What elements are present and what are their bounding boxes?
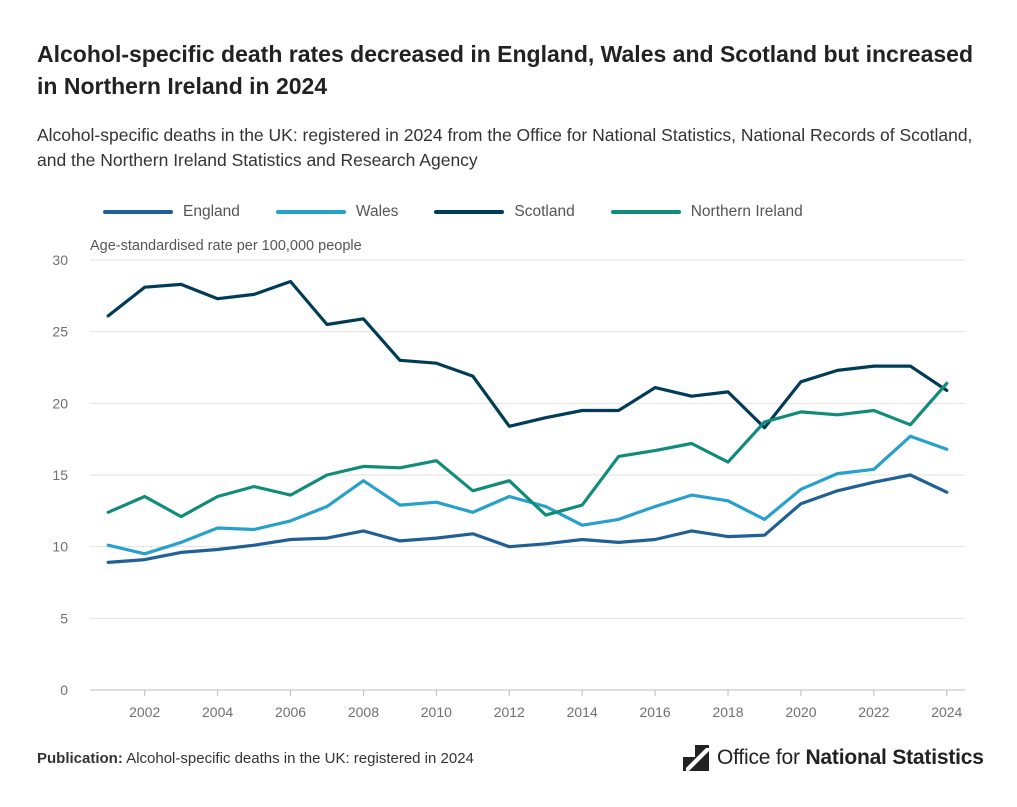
chart-subtitle: Alcohol-specific deaths in the UK: regis… (37, 125, 973, 170)
legend-item-scotland[interactable]: Scotland (434, 203, 575, 221)
legend-swatch (275, 210, 346, 214)
legend-label: England (183, 203, 240, 220)
publication-title[interactable]: Alcohol-specific deaths in the UK: regis… (126, 750, 474, 767)
legend-item-wales[interactable]: Wales (275, 203, 399, 221)
x-tick-label: 2020 (785, 704, 816, 720)
y-tick-label: 0 (60, 682, 68, 698)
x-tick-label: 2002 (129, 704, 160, 720)
legend-swatch (610, 210, 681, 214)
x-tick-label: 2006 (275, 704, 306, 720)
legend-item-england[interactable]: England (103, 203, 240, 221)
x-tick-label: 2018 (712, 704, 743, 720)
line-chart: 0 5 10 15 20 25 30 Age-standardised rate per 10… (52, 238, 965, 720)
ons-logo[interactable]: Office for National Statistics (683, 745, 984, 771)
x-tick-label: 2016 (640, 704, 671, 720)
y-tick-label: 25 (52, 324, 68, 340)
publication-label: Publication: (37, 750, 123, 767)
x-tick-label: 2010 (421, 704, 452, 720)
legend-swatch (434, 210, 505, 214)
y-tick-label: 30 (52, 252, 68, 268)
x-tick-label: 2024 (931, 704, 962, 720)
logo-text-strong: National Statistics (805, 746, 984, 769)
y-tick-label: 20 (52, 395, 68, 411)
logo-text-prefix: Office for (717, 746, 806, 769)
y-axis-label: Age-standardised rate per 100,000 people (90, 238, 362, 254)
series-line-scotland (106, 279, 949, 430)
y-tick-label: 15 (52, 467, 68, 483)
chart-title: Alcohol-specific death rates decreased i… (37, 41, 974, 99)
x-tick-label: 2008 (348, 704, 379, 720)
x-tick-label: 2022 (858, 704, 889, 720)
x-tick-label: 2012 (494, 704, 525, 720)
series-line-northern-ireland (106, 381, 949, 519)
legend-label: Wales (355, 203, 399, 220)
ons-logo-icon (683, 745, 709, 771)
y-tick-label: 10 (52, 539, 68, 555)
x-tick-label: 2014 (567, 704, 598, 720)
publication-footer: Publication: Alcohol-specific deaths in … (37, 750, 474, 767)
legend-label: Northern Ireland (690, 203, 803, 220)
chart-legend: England Wales Scotland Northern Ireland (103, 203, 839, 221)
legend-swatch (103, 210, 173, 214)
x-tick-label: 2004 (202, 704, 233, 720)
series-line-england (106, 473, 949, 564)
legend-label: Scotland (514, 203, 575, 220)
legend-item-northern-ireland[interactable]: Northern Ireland (610, 203, 803, 221)
logo-text: Office for National Statistics (717, 746, 984, 770)
series-line-wales (106, 434, 949, 556)
y-tick-label: 5 (60, 610, 68, 626)
